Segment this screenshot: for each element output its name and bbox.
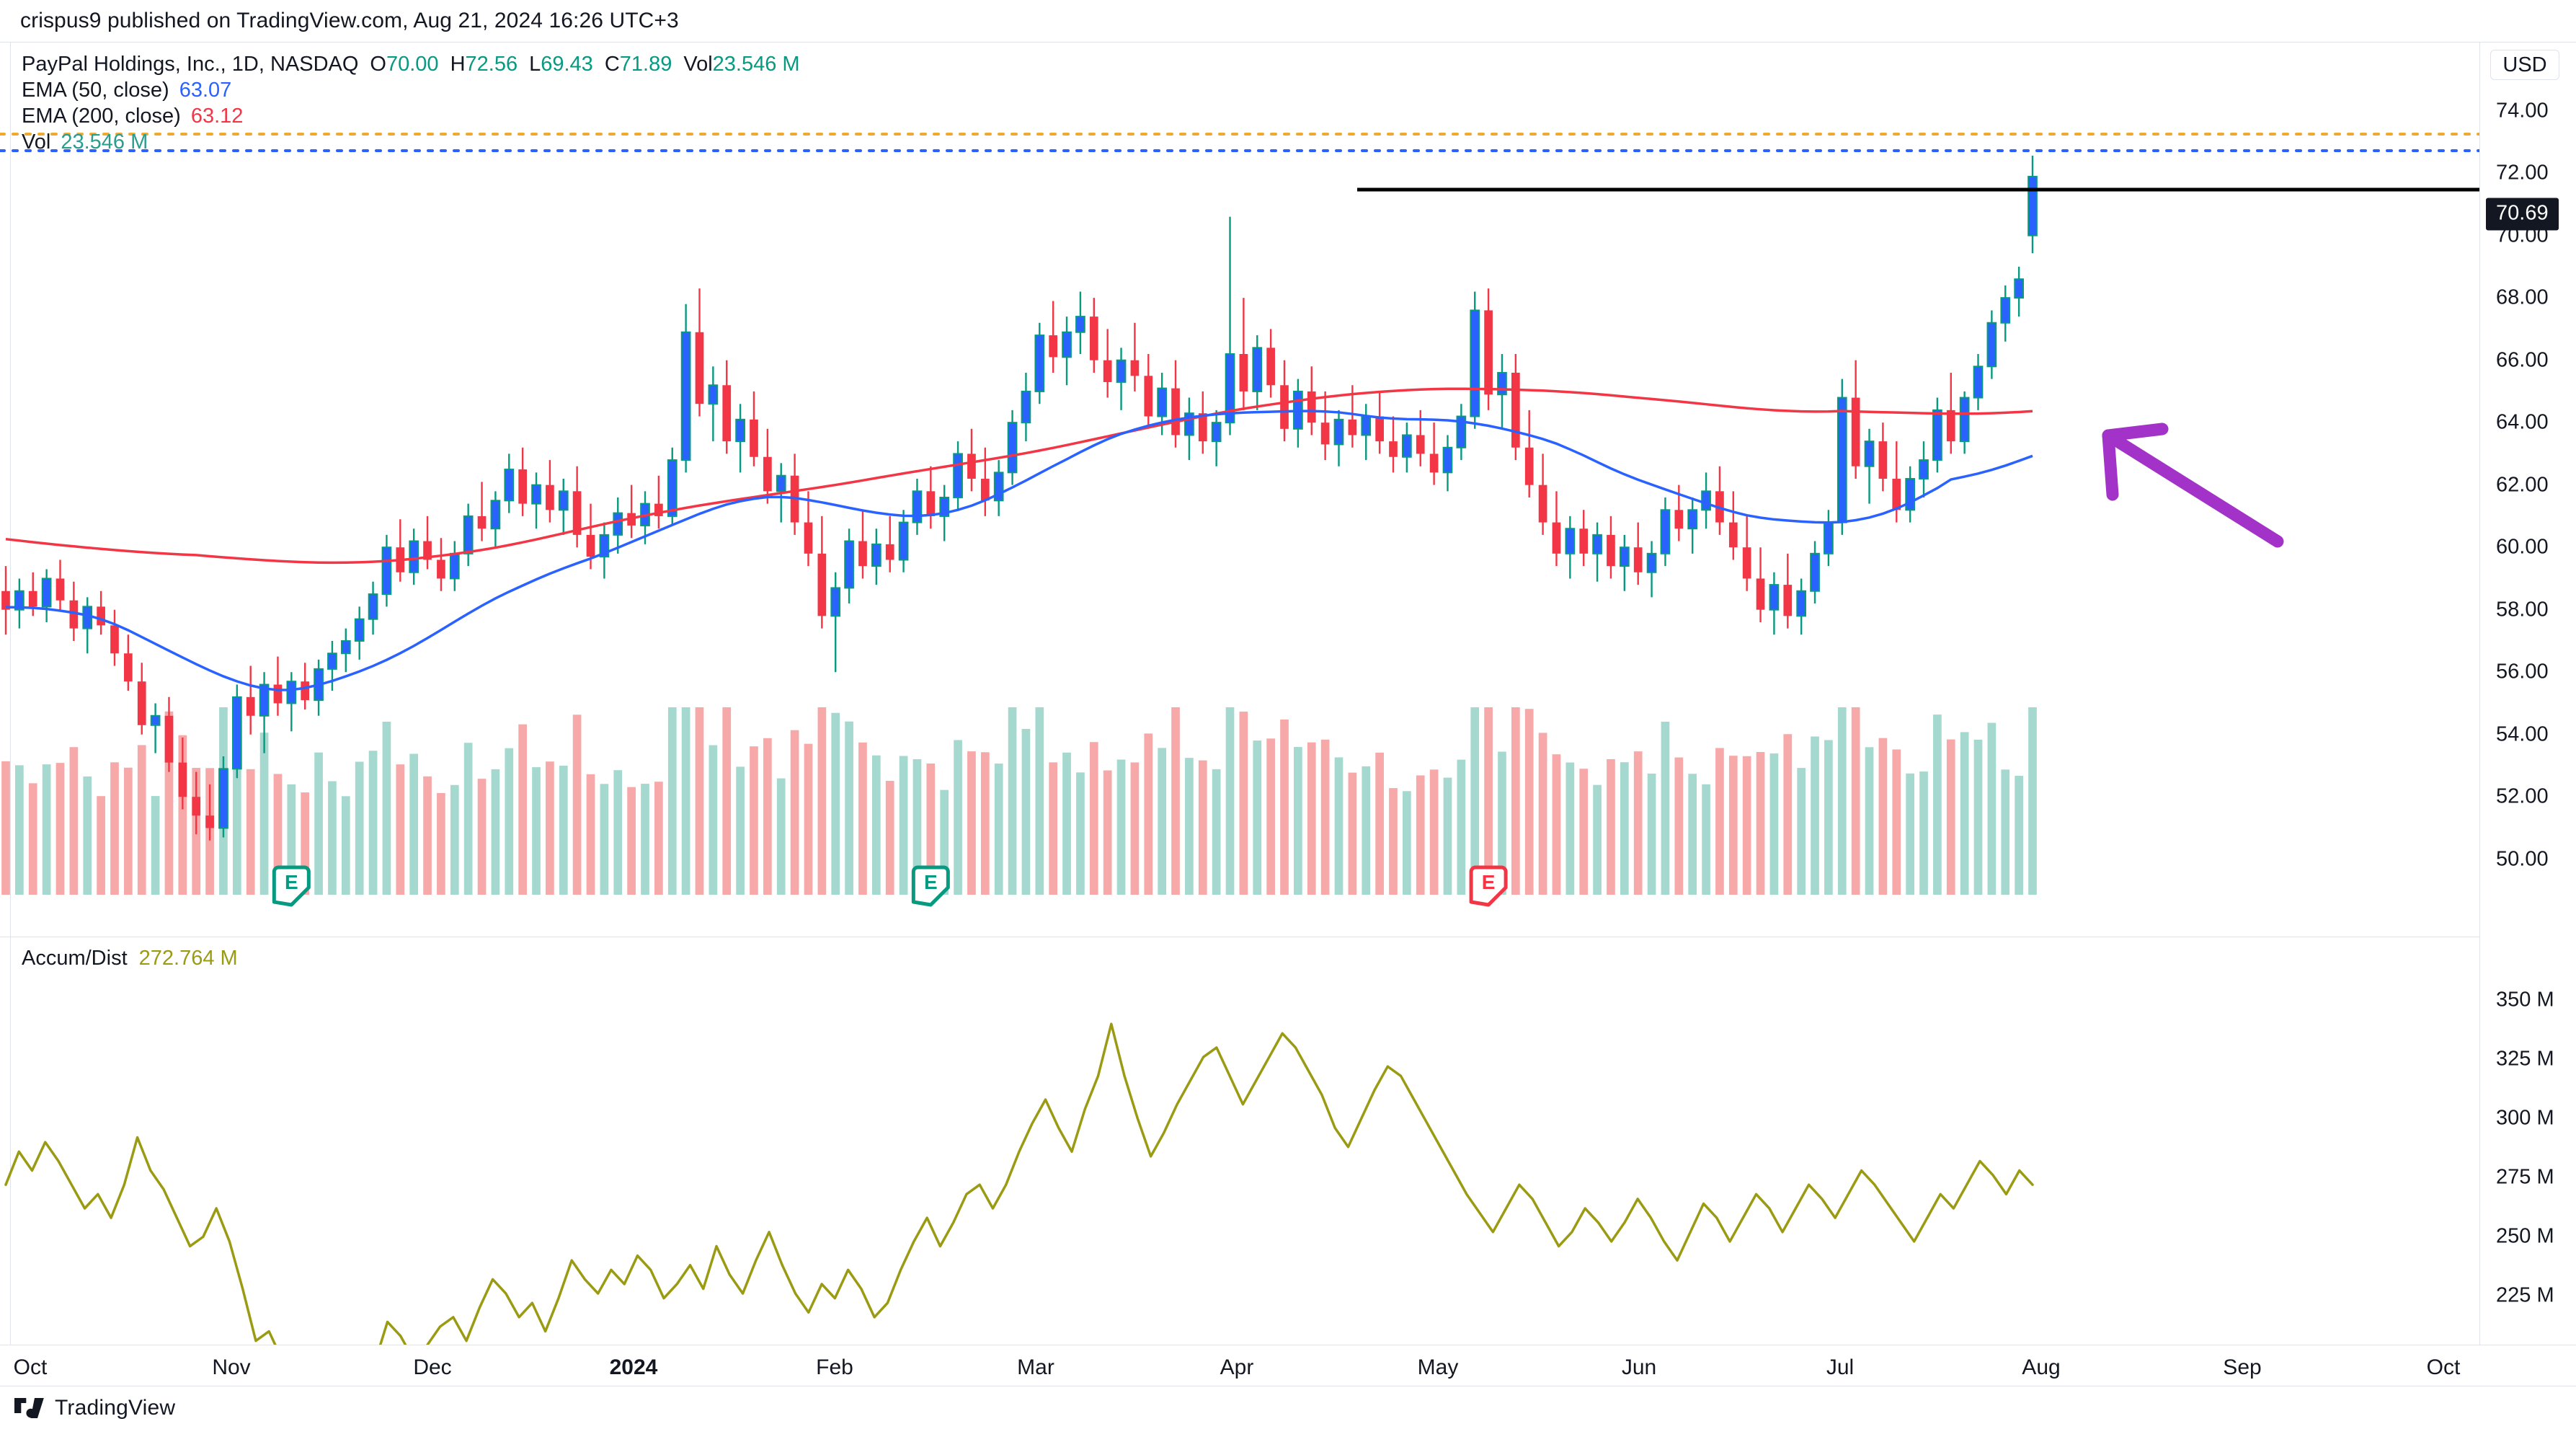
legend-row-volume[interactable]: Vol 23.546 M <box>22 130 800 156</box>
accum-dist-legend[interactable]: Accum/Dist 272.764 M <box>22 947 238 970</box>
legend-row-symbol[interactable]: PayPal Holdings, Inc., 1D, NASDAQ O70.00… <box>22 53 800 79</box>
last-price-badge: 70.69 <box>2486 198 2559 231</box>
accum-dist-line <box>4 1022 2034 1345</box>
price-tick: 72.00 <box>2496 161 2549 185</box>
earnings-marker-label: E <box>285 871 298 893</box>
price-pane-legend: PayPal Holdings, Inc., 1D, NASDAQ O70.00… <box>22 53 800 156</box>
chart-frame[interactable]: E E E PayPal Holdings, Inc., 1D, NASDAQ O7… <box>0 42 2576 1386</box>
legend-row-ema50[interactable]: EMA (50, close) 63.07 <box>22 79 800 105</box>
accum-dist-label: Accum/Dist <box>22 947 128 970</box>
ema200-label: EMA (200, close) <box>22 105 181 128</box>
ohlc-open: O70.00 <box>370 53 439 76</box>
price-tick: 52.00 <box>2496 784 2549 808</box>
ohlc-low: L69.43 <box>529 53 593 76</box>
time-tick: Mar <box>1017 1355 1054 1379</box>
earnings-marker-label: E <box>1482 871 1496 893</box>
price-tick: 60.00 <box>2496 535 2549 559</box>
time-tick: Jul <box>1826 1355 1855 1379</box>
ohlc-volume: Vol23.546 M <box>683 53 800 76</box>
volume-bars-group <box>1 707 2037 895</box>
ema200-value: 63.12 <box>190 105 244 128</box>
tradingview-logo-icon <box>14 1397 44 1418</box>
volume-value: 23.546 M <box>61 130 148 154</box>
price-tick: 58.00 <box>2496 598 2549 621</box>
purple-breakout-arrow[interactable] <box>2102 422 2284 548</box>
earnings-marker[interactable]: E <box>272 865 311 907</box>
right-axis-divider <box>2479 43 2480 1345</box>
accum-dist-tick: 250 M <box>2496 1224 2554 1248</box>
price-axis[interactable]: USD 74.00 72.00 70.00 68.00 66.00 64.00 62.00 6… <box>2480 43 2576 1345</box>
price-tick: 62.00 <box>2496 473 2549 497</box>
accum-dist-tick: 225 M <box>2496 1283 2554 1307</box>
time-tick: Nov <box>212 1355 251 1379</box>
price-tick: 74.00 <box>2496 99 2549 123</box>
footer-bar: TradingView <box>0 1386 2576 1429</box>
time-tick: Dec <box>413 1355 452 1379</box>
earnings-marker[interactable]: E <box>911 865 950 907</box>
legend-row-ema200[interactable]: EMA (200, close) 63.12 <box>22 105 800 130</box>
time-tick: 2024 <box>609 1355 658 1379</box>
time-tick: Jun <box>1621 1355 1657 1379</box>
accum-dist-tick: 300 M <box>2496 1106 2554 1130</box>
earnings-marker-label: E <box>924 871 938 893</box>
ema50-label: EMA (50, close) <box>22 79 169 102</box>
time-axis[interactable]: Oct Nov Dec 2024 Feb Mar Apr May Jun Jul Aug Sep Oct <box>0 1345 2479 1386</box>
time-tick: Apr <box>1220 1355 1254 1379</box>
price-tick: 50.00 <box>2496 847 2549 871</box>
time-tick: Aug <box>2022 1355 2061 1379</box>
attribution-text: crispus9 published on TradingView.com, A… <box>20 9 679 32</box>
price-tick: 64.00 <box>2496 410 2549 434</box>
accum-dist-tick: 325 M <box>2496 1047 2554 1071</box>
currency-label: USD <box>2502 53 2547 76</box>
symbol-title: PayPal Holdings, Inc., 1D, NASDAQ <box>22 53 359 76</box>
attribution-bar: crispus9 published on TradingView.com, A… <box>0 0 2576 42</box>
time-tick: Feb <box>816 1355 853 1379</box>
accum-dist-tick: 350 M <box>2496 988 2554 1012</box>
left-rail-divider <box>10 43 11 1345</box>
price-tick: 56.00 <box>2496 660 2549 683</box>
last-price-value: 70.69 <box>2496 201 2549 225</box>
ema-200-line <box>5 387 2033 565</box>
time-tick: Oct <box>13 1355 48 1379</box>
time-tick: Sep <box>2223 1355 2262 1379</box>
currency-badge[interactable]: USD <box>2490 50 2559 80</box>
ohlc-high: H72.56 <box>450 53 518 76</box>
ema-50-line <box>5 410 2033 691</box>
price-tick: 66.00 <box>2496 348 2549 372</box>
tradingview-wordmark: TradingView <box>55 1395 176 1420</box>
time-tick: May <box>1417 1355 1459 1379</box>
candlestick-series <box>1 155 2038 841</box>
price-tick: 68.00 <box>2496 286 2549 309</box>
ohlc-close: C71.89 <box>604 53 672 76</box>
ema50-value: 63.07 <box>179 79 232 102</box>
accum-dist-tick: 275 M <box>2496 1165 2554 1189</box>
volume-label: Vol <box>22 130 51 154</box>
accum-dist-pane-canvas[interactable] <box>0 937 2479 1345</box>
accum-dist-value: 272.764 M <box>138 947 238 970</box>
time-tick: Oct <box>2426 1355 2461 1379</box>
earnings-marker[interactable]: E <box>1469 865 1508 907</box>
price-tick: 54.00 <box>2496 722 2549 746</box>
